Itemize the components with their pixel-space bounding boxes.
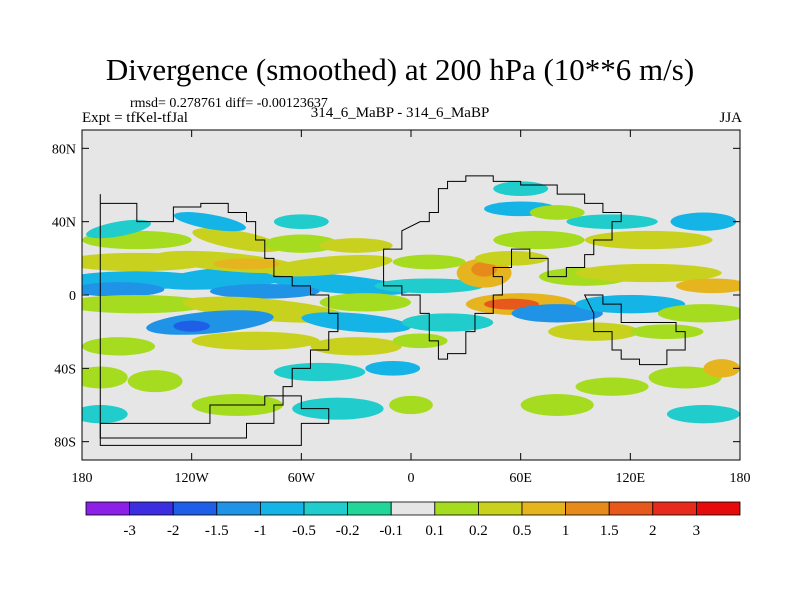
contour-region (471, 262, 497, 277)
contour-region (676, 278, 740, 294)
contour-region (657, 304, 740, 323)
contour-region (82, 405, 128, 424)
contour-region (584, 230, 713, 250)
contour-region (389, 395, 433, 415)
contour-region (365, 361, 421, 376)
colorbar-swatch (652, 501, 697, 516)
contour-region (82, 282, 165, 297)
contour-region (82, 366, 128, 389)
colorbar-label: -0.1 (379, 523, 403, 539)
colorbar-swatch (129, 501, 174, 516)
colorbar-swatch (521, 501, 566, 516)
colorbar-label: 0.5 (513, 523, 532, 539)
x-tick-label: 120W (175, 471, 210, 486)
contour-region (648, 366, 722, 389)
colorbar-label: 1 (562, 523, 570, 539)
contour-region (392, 333, 448, 349)
y-tick-label: 0 (69, 289, 76, 304)
stats-label: rmsd= 0.278761 diff= -0.00123637 (130, 96, 328, 111)
contour-region (310, 337, 402, 356)
x-tick-label: 60E (509, 471, 532, 486)
contour-region (265, 254, 393, 277)
colorbar-label: -1.5 (205, 523, 229, 539)
contour-region (392, 254, 466, 270)
contour-region (264, 234, 338, 253)
contour-region (265, 272, 411, 296)
colorbar-label: -0.5 (292, 523, 316, 539)
contour-region (82, 337, 156, 356)
contour-region (213, 258, 280, 270)
colorbar-swatch (259, 501, 305, 516)
contour-region (191, 331, 320, 351)
colorbar-swatch (216, 501, 261, 516)
contour-region (670, 212, 737, 231)
colorbar-label: -1 (254, 523, 267, 539)
contour-region (192, 227, 283, 253)
colorbar-swatch (565, 501, 610, 516)
coastline-segment (99, 194, 339, 439)
y-tick-label: 80S (54, 436, 76, 451)
colorbar: -3 -2 -1.5 -1 -0.5 -0.2 -0.1 0.1 0.2 0.5 1 1.5 2 3 (85, 501, 741, 539)
contour-region (666, 405, 740, 424)
colorbar-label: 1.5 (600, 523, 619, 539)
season-label: JJA (719, 110, 742, 126)
contour-region (630, 324, 704, 339)
colorbar-swatch (347, 501, 392, 516)
contour-region (511, 304, 603, 323)
colorbar-swatch (390, 501, 436, 516)
x-tick-label: 60W (288, 471, 316, 486)
contour-region (173, 212, 246, 232)
x-axis: 180 120W 60W 0 60E 120E 180 (72, 130, 751, 486)
x-tick-label: 120E (616, 471, 646, 486)
contour-region (301, 312, 411, 333)
colorbar-swatch (303, 501, 348, 516)
contour-region (319, 293, 411, 312)
colorbar-label: 0.2 (469, 523, 488, 539)
coastline-segment (583, 294, 686, 366)
coastline-segment (383, 175, 622, 360)
colorbar-swatch (172, 501, 218, 516)
colorbar-label: -0.2 (336, 523, 360, 539)
colorbar-label: -2 (167, 523, 180, 539)
colorbar-label: 3 (693, 523, 701, 539)
colorbar-swatch (434, 501, 479, 516)
y-tick-label: 40N (52, 216, 76, 231)
contour-region (127, 370, 183, 393)
colorbar-swatch (85, 501, 130, 516)
x-tick-label: 180 (730, 471, 751, 486)
comparison-label: 314_6_MaBP - 314_6_MaBP (310, 105, 490, 121)
contour-region (292, 397, 384, 420)
y-axis: 80N 40N 0 40S 80S (52, 142, 740, 451)
contour-region (493, 230, 585, 250)
contour-region (82, 295, 210, 314)
colorbar-swatch (608, 501, 654, 516)
colorbar-label: 0.1 (425, 523, 444, 539)
contour-region (401, 313, 494, 332)
contour-region (703, 359, 740, 378)
colorbar-label: 2 (649, 523, 657, 539)
contour-region (575, 377, 649, 396)
contour-region (319, 238, 393, 253)
colorbar-label: -3 (123, 523, 136, 539)
contour-region (209, 284, 320, 299)
x-tick-label: 180 (72, 471, 93, 486)
contour-region (273, 362, 366, 382)
coastline-outline (99, 175, 686, 446)
coastline-segment (99, 395, 330, 446)
contour-region (529, 205, 585, 220)
contour-region (273, 214, 329, 230)
y-tick-label: 40S (54, 362, 76, 377)
contour-region (520, 394, 594, 416)
colorbar-swatch (477, 501, 523, 516)
contour-region (86, 219, 151, 239)
contour-region (173, 320, 210, 332)
colorbar-swatch (696, 501, 741, 516)
contour-region (575, 263, 722, 283)
chart-title: Divergence (smoothed) at 200 hPa (10**6 … (105, 52, 695, 87)
experiment-label: Expt = tfKel-tfJal (82, 110, 188, 126)
contour-field (82, 181, 740, 424)
y-tick-label: 80N (52, 142, 76, 157)
x-tick-label: 0 (408, 471, 415, 486)
